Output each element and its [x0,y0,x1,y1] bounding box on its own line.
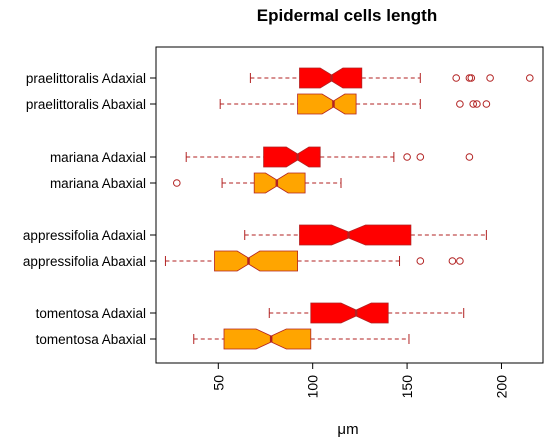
box-group [185,146,474,168]
box-group [173,172,342,194]
notched-box [263,146,321,168]
notched-box [214,250,299,272]
plot-frame [155,46,544,364]
notched-box [297,93,357,115]
y-tick-label: appressifolia Adaxial [23,228,146,243]
x-axis-title: μm [337,421,358,438]
outlier-point [465,74,474,82]
outlier-point [469,100,478,108]
y-tick-label: mariana Abaxial [50,176,146,191]
box-group [219,93,491,115]
plot-marks [164,67,534,350]
y-tick-label: praelittoralis Abaxial [26,97,146,112]
y-tick-label: tomentosa Abaxial [36,332,146,347]
outlier-point [482,100,491,108]
outlier-point [467,74,476,82]
notched-box [299,224,412,246]
x-tick-label: 150 [399,375,415,399]
outlier-point [526,74,534,82]
outlier-point [403,153,411,161]
outlier-point [456,100,464,108]
x-tick-label: 50 [210,375,226,391]
outlier-point [473,100,481,108]
notched-box [223,328,312,350]
y-tick-label: praelittoralis Adaxial [26,71,146,86]
notched-box [253,172,306,194]
y-tick-label: mariana Adaxial [50,150,146,165]
outlier-point [465,153,474,161]
box-group [244,224,487,246]
outlier-point [416,257,425,265]
x-tick-label: 200 [493,375,509,399]
outlier-point [452,74,461,82]
x-tick-label: 100 [305,375,321,399]
outlier-point [456,257,464,265]
outlier-point [416,153,425,161]
box-group [268,302,465,324]
box-group [164,250,464,272]
x-axis: 50 100 150 200 [210,363,509,398]
y-tick-label: appressifolia Abaxial [23,254,146,269]
y-axis: praelittoralis Adaxial praelittoralis Aba… [23,71,156,347]
box-group [193,328,410,350]
outlier-point [173,179,181,187]
outlier-point [448,257,457,265]
outlier-point [486,74,494,82]
notched-box [310,302,389,324]
box-group [249,67,534,89]
y-tick-label: tomentosa Adaxial [36,306,146,321]
chart-title: Epidermal cells length [257,6,437,25]
